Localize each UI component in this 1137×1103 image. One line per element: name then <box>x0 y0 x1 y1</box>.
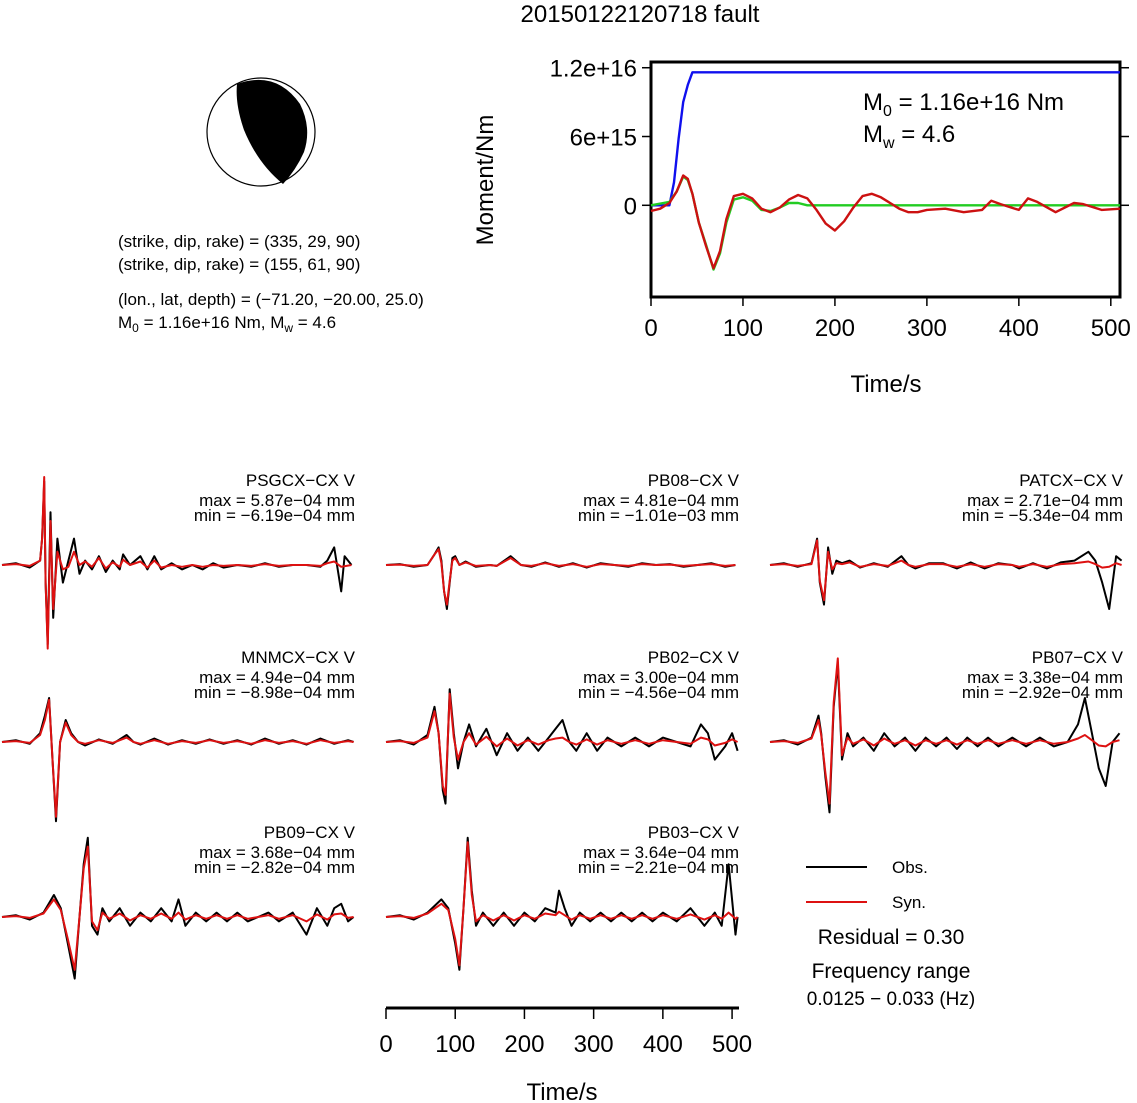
moment-xtick-label: 0 <box>644 315 657 342</box>
station-min: min = −6.19e−04 mm <box>194 506 355 525</box>
nodal-plane-1: (strike, dip, rake) = (335, 29, 90) <box>118 232 360 251</box>
station-max: max = 4.81e−04 mm <box>583 491 739 510</box>
moment-ylabel: Moment/Nm <box>472 115 499 246</box>
station-max: max = 3.00e−04 mm <box>583 668 739 687</box>
moment-axes: 0 100 200 300 400 500 0 6e+15 1.2e+16 <box>550 56 1131 342</box>
moment-xtick-label: 100 <box>723 315 763 342</box>
station-max: max = 5.87e−04 mm <box>199 491 355 510</box>
moment-xtick-label: 200 <box>815 315 855 342</box>
legend-syn-label: Syn. <box>892 893 926 912</box>
synthetic-waveform <box>385 548 736 606</box>
synthetic-waveform <box>1 698 354 818</box>
observed-waveform <box>385 688 739 805</box>
station-name: PSGCX−CX V <box>246 471 356 490</box>
waveform-xtick-label: 100 <box>435 1031 475 1058</box>
synthetic-waveform <box>385 841 739 967</box>
waveform-xtick-label: 0 <box>379 1031 392 1058</box>
station-min: min = −4.56e−04 mm <box>578 683 739 702</box>
moment-ytick-label: 1.2e+16 <box>550 56 637 83</box>
synthetic-waveform <box>1 476 352 650</box>
frequency-label: Frequency range <box>812 960 971 983</box>
moment-xlabel: Time/s <box>850 371 921 398</box>
station-min: min = −2.92e−04 mm <box>962 683 1123 702</box>
station-name: PB08−CX V <box>648 471 740 490</box>
frequency-value: 0.0125 − 0.033 (Hz) <box>807 989 975 1010</box>
station-name: PATCX−CX V <box>1019 471 1123 490</box>
station-min: min = −8.98e−04 mm <box>194 683 355 702</box>
moment-xtick-label: 400 <box>999 315 1039 342</box>
station-max: max = 4.94e−04 mm <box>199 668 355 687</box>
beachball <box>206 77 316 187</box>
station-min: min = −2.21e−04 mm <box>578 858 739 877</box>
waveform-xtick-label: 500 <box>712 1031 752 1058</box>
synthetic-waveform <box>385 692 739 796</box>
legend-obs-label: Obs. <box>892 858 928 877</box>
station-max: max = 3.68e−04 mm <box>199 843 355 862</box>
legend: Obs. Syn. Residual = 0.30 Frequency rang… <box>806 858 975 1010</box>
waveform-xlabel: Time/s <box>526 1079 597 1103</box>
mw-annotation: Mw = 4.6 <box>863 121 955 152</box>
figure-title: 20150122120718 fault <box>521 1 760 28</box>
moment-plot-frame <box>649 60 1122 299</box>
synthetic-waveform <box>1 845 354 971</box>
moment-series <box>650 71 1121 271</box>
station-name: MNMCX−CX V <box>241 648 355 667</box>
station-max: max = 3.64e−04 mm <box>583 843 739 862</box>
moment-xtick-label: 300 <box>907 315 947 342</box>
station-name: PB07−CX V <box>1032 648 1124 667</box>
station-max: max = 2.71e−04 mm <box>967 491 1123 510</box>
moment-ytick-label: 6e+15 <box>570 125 637 152</box>
moment-xtick-label: 500 <box>1091 315 1131 342</box>
m0-annotation: M0 = 1.16e+16 Nm <box>863 89 1064 120</box>
synthetic-waveform <box>769 539 1122 602</box>
station-name: PB09−CX V <box>264 823 356 842</box>
residual-text: Residual = 0.30 <box>818 926 965 949</box>
waveform-xtick-label: 200 <box>504 1031 544 1058</box>
moment-rate-filtered-line <box>650 174 1121 270</box>
station-name: PB02−CX V <box>648 648 740 667</box>
waveform-time-axis: 0 100 200 300 400 500 <box>379 1006 752 1058</box>
station-min: min = −2.82e−04 mm <box>194 858 355 877</box>
moment-rate-line <box>650 175 1120 271</box>
mechanism-text: (strike, dip, rake) = (335, 29, 90) (str… <box>118 232 424 335</box>
moment-ytick-label: 0 <box>624 193 637 220</box>
station-min: min = −5.34e−04 mm <box>962 506 1123 525</box>
waveform-xtick-label: 300 <box>574 1031 614 1058</box>
waveform-xtick-label: 400 <box>643 1031 683 1058</box>
location-line: (lon., lat, depth) = (−71.20, −20.00, 25… <box>118 290 424 309</box>
nodal-plane-2: (strike, dip, rake) = (155, 61, 90) <box>118 255 360 274</box>
station-name: PB03−CX V <box>648 823 740 842</box>
observed-waveform <box>1 836 355 980</box>
magnitude-line: M0 = 1.16e+16 Nm, Mw = 4.6 <box>118 313 336 335</box>
synthetic-waveform <box>769 657 1120 805</box>
station-max: max = 3.38e−04 mm <box>967 668 1123 687</box>
station-min: min = −1.01e−03 mm <box>578 506 739 525</box>
observed-waveform <box>385 546 736 610</box>
